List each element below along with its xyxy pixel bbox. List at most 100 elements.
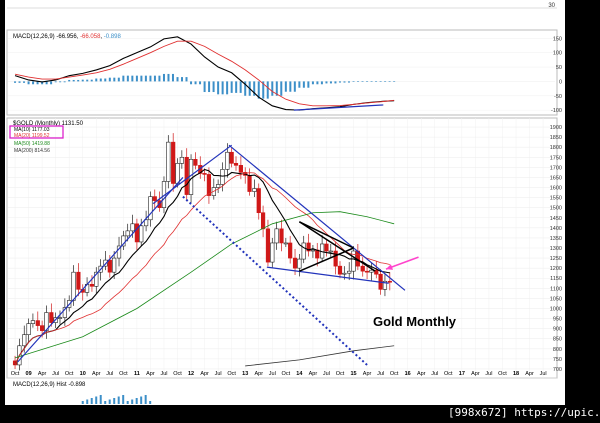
price-y-tick-label: 750	[553, 357, 562, 363]
x-tick-label: Apr	[254, 371, 263, 377]
candle-body	[274, 228, 279, 244]
x-tick-label: Apr	[200, 371, 209, 377]
x-tick-label: Jul	[52, 371, 59, 377]
price-y-tick-label: 1350	[550, 236, 562, 242]
candle-body	[252, 188, 257, 192]
candle-body	[374, 269, 379, 275]
macd-bottom-legend: MACD(12,26,9) Hist -0.898	[13, 382, 86, 388]
candle-body	[35, 320, 40, 326]
candle-body	[369, 269, 374, 273]
x-tick-label: Oct	[498, 371, 507, 377]
x-tick-label: Apr	[309, 371, 318, 377]
macd-histogram-bar	[135, 75, 138, 82]
candle-body	[26, 323, 31, 335]
bottom-macd-histogram-bar	[95, 396, 98, 404]
candle-body	[301, 242, 306, 260]
macd-divergence-trendline	[293, 104, 384, 111]
candle-body	[184, 156, 189, 195]
macd-histogram-bar	[140, 75, 143, 82]
macd-top-panel	[6, 29, 558, 116]
signal-line	[14, 40, 395, 107]
candle-body	[279, 228, 284, 244]
macd-histogram-bar	[262, 81, 265, 99]
price-y-tick-label: 700	[553, 367, 562, 373]
macd-histogram-bar	[23, 81, 26, 83]
macd-top-legend: MACD(12,26,9) -66.956, -66.058, -0.898	[13, 34, 121, 40]
candle-body	[333, 250, 338, 267]
pink-arrow-head	[386, 264, 393, 270]
macd-histogram-bar	[176, 77, 179, 82]
macd-histogram-bar	[316, 81, 319, 85]
candle-body	[202, 173, 207, 175]
macd-histogram-bar	[72, 79, 75, 82]
macd-histogram-bar	[32, 81, 35, 85]
price-y-tick-label: 800	[553, 347, 562, 353]
x-tick-label: 09	[26, 371, 32, 377]
macd-bottom-hist-label: Hist	[56, 382, 67, 388]
macd-histogram-bar	[104, 78, 107, 82]
macd-histogram-bar	[253, 81, 256, 96]
macd-legend-prefix: MACD(12,26,9)	[13, 34, 55, 40]
trendline	[298, 221, 376, 272]
macd-histogram-bar	[203, 81, 206, 93]
macd-histogram-bar	[239, 81, 242, 93]
macd-histogram-bar	[226, 81, 229, 95]
price-y-tick-label: 1500	[550, 206, 562, 212]
ma200-line	[245, 345, 395, 367]
macd-histogram-bar	[50, 81, 53, 85]
x-tick-label: Apr	[525, 371, 534, 377]
candle-body	[225, 151, 230, 170]
bottom-macd-histogram-bar	[108, 399, 111, 404]
candle-body	[139, 225, 144, 243]
candle-body	[107, 259, 112, 273]
macd-histogram-bar	[338, 81, 341, 83]
price-y-tick-label: 1100	[550, 286, 562, 292]
x-tick-label: 18	[513, 371, 519, 377]
ma10-legend: MA(10) 1177.03	[14, 127, 50, 133]
x-tick-label: Apr	[363, 371, 372, 377]
x-tick-label: Jul	[215, 371, 222, 377]
macd-histogram-bar	[375, 81, 378, 82]
macd-histogram-bar	[59, 81, 62, 83]
candle-body	[57, 317, 63, 319]
x-tick-label: 10	[80, 371, 86, 377]
bottom-macd-histogram-bar	[117, 396, 120, 404]
price-y-tick-label: 900	[553, 327, 562, 333]
candle-body	[148, 196, 153, 221]
macd-histogram-bar	[167, 73, 170, 82]
candle-body	[283, 242, 288, 245]
macd-histogram-bar	[266, 81, 269, 99]
macd-histogram-bar	[149, 75, 152, 82]
price-y-tick-label: 1650	[550, 175, 562, 181]
x-tick-label: Jul	[323, 371, 330, 377]
candle-body	[116, 245, 122, 259]
ma200-legend: MA(200) 814.56	[14, 148, 50, 154]
candle-body	[233, 163, 239, 166]
candle-body	[315, 249, 320, 259]
bottom-macd-histogram-bar	[113, 398, 116, 404]
macd-histogram-bar	[343, 81, 346, 83]
macd-histogram-bar	[298, 81, 301, 88]
macd-histogram-bar	[230, 81, 233, 93]
candle-body	[22, 334, 27, 347]
price-y-tick-label: 1200	[550, 266, 562, 272]
candle-body	[175, 163, 180, 184]
macd-histogram-bar	[325, 81, 328, 84]
x-tick-label: Oct	[119, 371, 128, 377]
macd-histogram-bar	[235, 81, 238, 93]
macd-histogram-bar	[194, 81, 197, 85]
macd-histogram-bar	[126, 75, 129, 82]
signal-legend-value: -66.058	[80, 34, 101, 40]
candle-body	[364, 270, 370, 273]
candle-body	[130, 223, 135, 232]
macd-histogram-bar	[334, 81, 337, 84]
chart-svg: 1900185018001750170016501600155015001450…	[5, 0, 565, 405]
candle-body	[76, 271, 81, 290]
candle-body	[71, 271, 76, 301]
trendline	[299, 247, 354, 272]
candle-body	[30, 320, 36, 324]
bottom-macd-histogram-bar	[126, 401, 129, 404]
macd-histogram-bar	[347, 81, 350, 83]
candle-body	[360, 265, 365, 272]
x-tick-label: Jul	[160, 371, 167, 377]
